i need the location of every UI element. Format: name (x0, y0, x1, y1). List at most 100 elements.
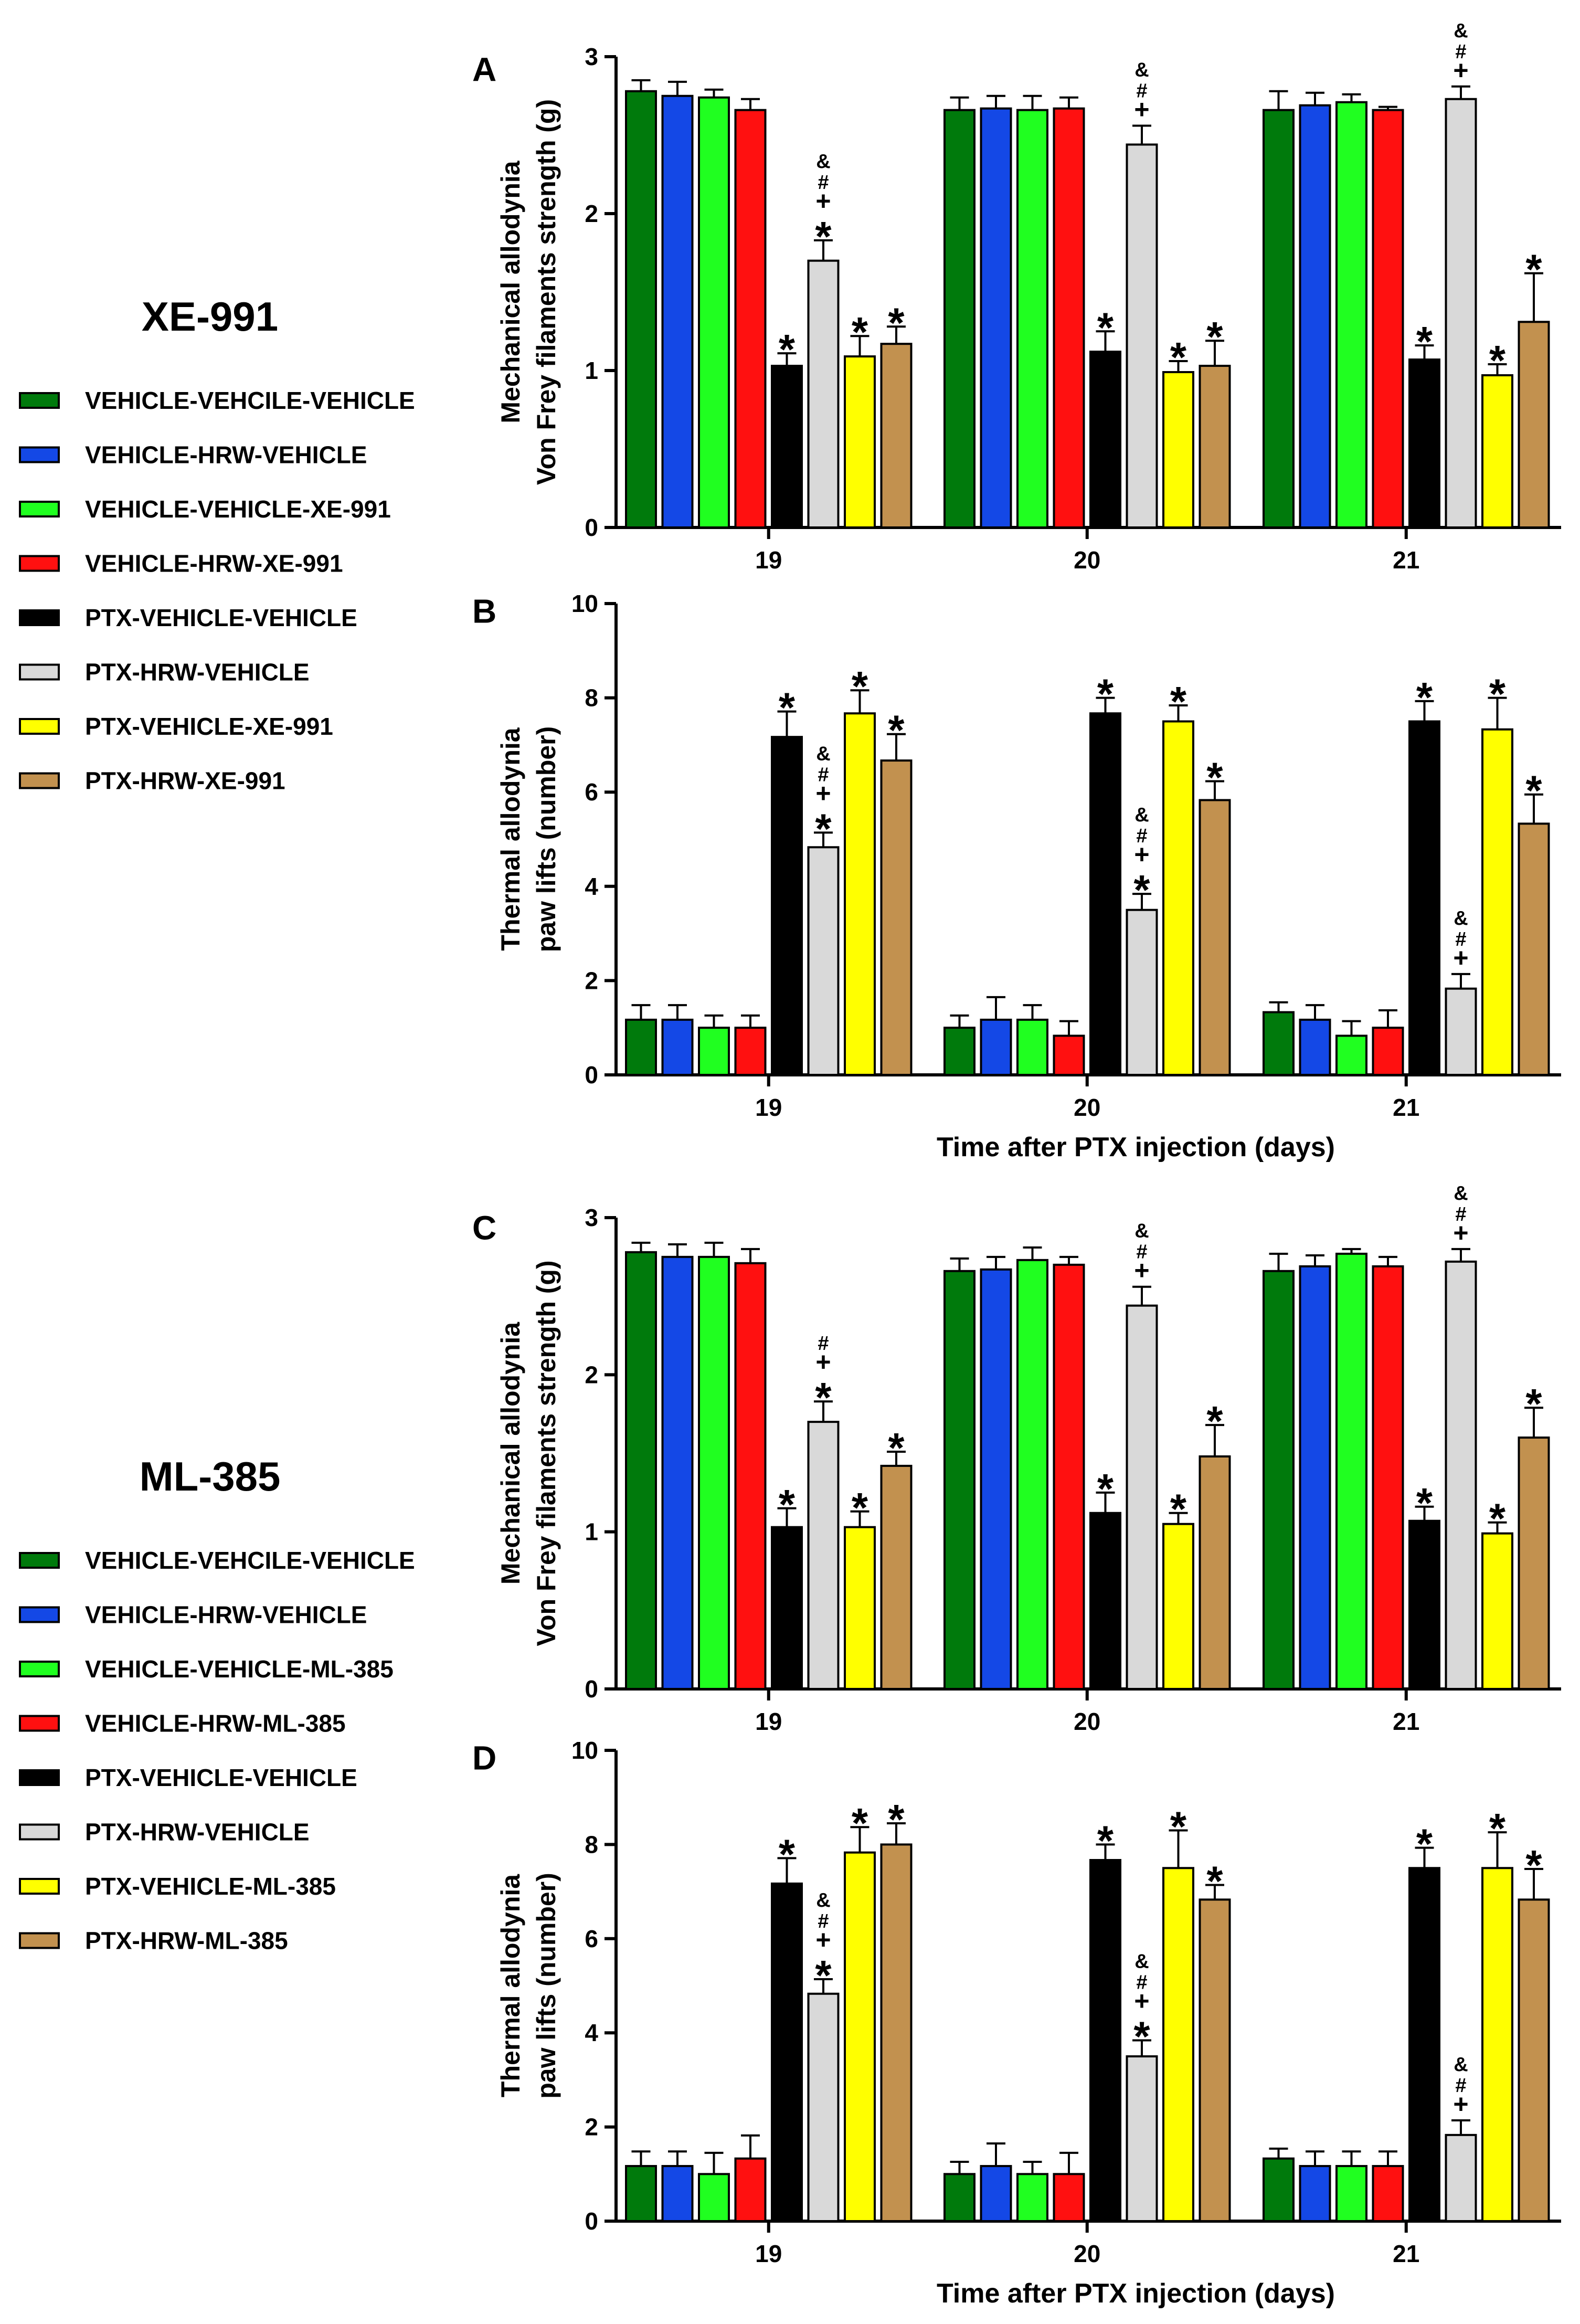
bar (1372, 1265, 1404, 1690)
bar (625, 1018, 657, 1076)
y-axis-title: paw lifts (number) (532, 1873, 561, 2099)
x-tick-label: 21 (1393, 2240, 1419, 2267)
significance-mark: & (816, 151, 830, 173)
y-tick-label: 8 (585, 684, 598, 712)
legend-swatch (19, 1661, 60, 1677)
legend-swatch (19, 663, 60, 681)
significance-mark: + (815, 186, 831, 216)
significance-mark: * (1489, 1805, 1506, 1852)
y-tick-label: 0 (585, 514, 598, 541)
significance-mark: * (1525, 246, 1542, 293)
bar-group-21: * +#& * * 21 (1263, 1805, 1550, 2267)
bar (1372, 2165, 1404, 2222)
bar (943, 1027, 975, 1076)
significance-mark: * (815, 805, 832, 852)
x-tick-label: 19 (755, 546, 782, 574)
y-axis-title: Mechanical allodynia (496, 160, 525, 423)
legend-label: PTX-HRW-VEHICLE (85, 1819, 310, 1846)
legend-swatch (19, 1715, 60, 1732)
bar (1408, 720, 1440, 1076)
bar (771, 1526, 803, 1691)
bar (1162, 720, 1194, 1076)
bar (698, 96, 730, 529)
bar (1199, 1455, 1231, 1690)
significance-mark: * (888, 1796, 905, 1843)
bar (1299, 104, 1331, 529)
y-tick-label: 3 (585, 1204, 598, 1231)
bar (880, 1464, 913, 1691)
bar (844, 1851, 876, 2222)
significance-mark: * (852, 663, 868, 710)
significance-mark: * (1170, 1486, 1187, 1533)
significance-mark: * (888, 707, 905, 754)
bar (661, 1255, 694, 1690)
y-tick-label: 6 (585, 1925, 598, 1952)
significance-mark: # (818, 764, 829, 786)
legend-swatch (19, 1823, 60, 1841)
y-tick-label: 2 (585, 200, 598, 227)
significance-mark: + (1134, 95, 1149, 124)
bar (1126, 1304, 1158, 1691)
bar (625, 90, 657, 529)
x-tick-label: 20 (1074, 2240, 1100, 2267)
bar-group-20: * +#& * * 20 (943, 59, 1231, 574)
legend-label: VEHICLE-HRW-ML-385 (85, 1710, 346, 1737)
y-tick-label: 4 (585, 2019, 598, 2046)
significance-mark: * (1416, 674, 1433, 721)
bar (1199, 799, 1231, 1076)
legend-label: VEHICLE-HRW-VEHICLE (85, 1601, 367, 1629)
bar (1445, 98, 1477, 529)
bar (734, 1027, 767, 1076)
significance-mark: * (852, 1800, 868, 1846)
bar (1089, 1512, 1121, 1690)
legend-swatch (19, 1552, 60, 1569)
significance-mark: # (1136, 1972, 1147, 1994)
bar (771, 365, 803, 529)
bar-group-21: * +#& * * 21 (1263, 20, 1550, 574)
legend-swatch (19, 555, 60, 572)
bar (1263, 2157, 1295, 2223)
significance-mark: * (1206, 1398, 1223, 1444)
bar (1126, 143, 1158, 529)
significance-mark: & (816, 1889, 830, 1911)
bar (943, 2173, 975, 2222)
legend-swatch (19, 501, 60, 517)
bar (1481, 728, 1513, 1076)
bar (771, 1882, 803, 2223)
significance-mark: & (1454, 907, 1468, 929)
legend-label: PTX-HRW-VEHICLE (85, 659, 310, 686)
significance-mark: * (1525, 767, 1542, 814)
significance-mark: * (815, 1952, 832, 1999)
legend-swatch (19, 772, 60, 789)
bar (943, 1270, 975, 1691)
panel-letter: D (472, 1739, 496, 1777)
y-axis-title: Von Frey filaments strength (g) (532, 1260, 561, 1646)
bar (844, 355, 876, 529)
y-axis-title: Von Frey filaments strength (g) (532, 99, 561, 485)
bar (880, 759, 913, 1076)
significance-mark: * (852, 1484, 868, 1531)
bar (1372, 109, 1404, 529)
significance-mark: * (852, 309, 868, 355)
x-tick-label: 19 (755, 1094, 782, 1121)
legend-label: PTX-VEHICLE-VEHICLE (85, 604, 357, 631)
bar (1445, 987, 1477, 1076)
bar (1299, 2165, 1331, 2222)
bar (698, 2173, 730, 2222)
chart-panel-C: C 0 1 2 3 Mechanical allodynia Von Frey filame… (472, 1182, 1561, 1735)
bar (1263, 109, 1295, 529)
significance-mark: * (1416, 318, 1433, 365)
chart-panel-B: B 0 2 4 6 8 10 Thermal allodynia paw lifts (numb… (472, 590, 1561, 1163)
y-axis-title: Mechanical allodynia (496, 1322, 525, 1584)
significance-mark: # (1455, 2075, 1466, 2097)
y-tick-label: 10 (571, 1737, 598, 1764)
bar (980, 1268, 1012, 1690)
bar-group-21: * +#& * * 21 (1263, 1182, 1550, 1735)
bar (1162, 371, 1194, 529)
y-tick-label: 3 (585, 43, 598, 70)
x-tick-label: 20 (1074, 1708, 1100, 1735)
bar (625, 2165, 657, 2222)
bar-group-20: **+#&**20 (943, 1803, 1231, 2267)
significance-mark: * (779, 1481, 796, 1528)
